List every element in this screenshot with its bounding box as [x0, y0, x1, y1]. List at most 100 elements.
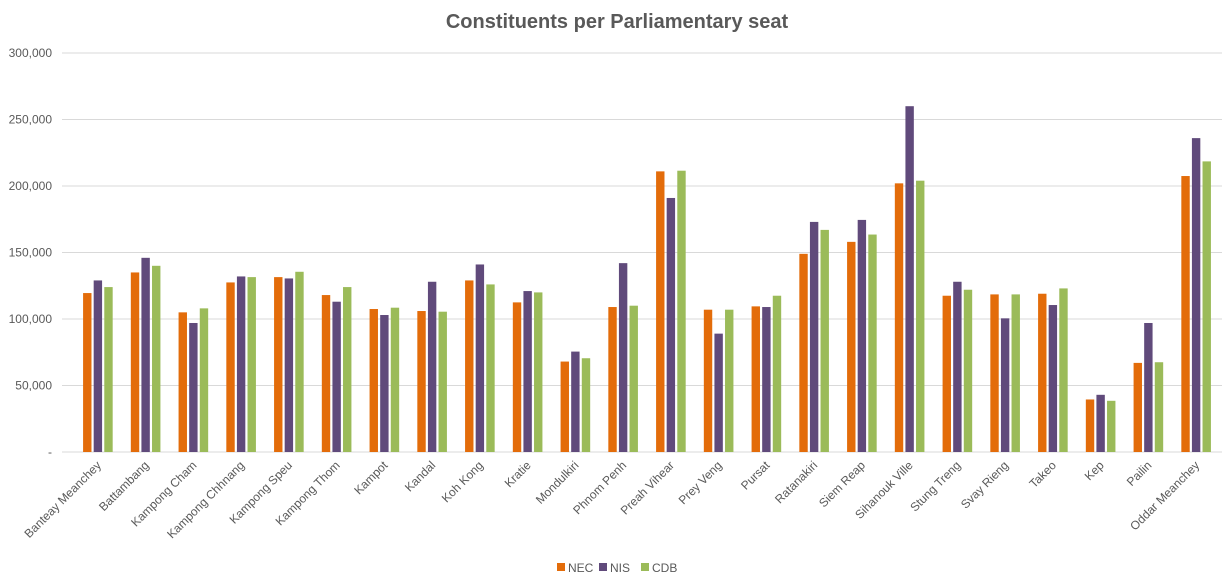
bar-cdb-pursat [772, 295, 782, 452]
bar-nec-kampot [369, 309, 378, 452]
bar-nis-kandal [427, 281, 437, 452]
bar-cdb-kampong-thom [343, 287, 352, 452]
bar-cdb-sihanouk-ville [916, 180, 925, 452]
bar-nec-siem-reap [847, 241, 856, 452]
bar-nec-kampong-speu [274, 277, 283, 452]
x-category-label: Ratanakiri [772, 458, 820, 506]
bar-nis-sihanouk-ville [905, 106, 914, 452]
bar-nec-koh-kong [465, 280, 474, 452]
bar-cdb-kampot [390, 307, 400, 452]
bar-cdb-pailin [1154, 362, 1164, 452]
bar-cdb-battambang [152, 265, 161, 452]
bar-nec-prey-veng [703, 309, 713, 452]
bar-nis-mondulkiri [571, 351, 580, 452]
bar-nis-svay-rieng [1000, 318, 1010, 452]
bar-cdb-kampong-chhnang [247, 277, 256, 452]
y-tick-label: 250,000 [9, 113, 53, 127]
bar-nis-kep [1096, 394, 1105, 452]
bar-cdb-kep [1107, 400, 1116, 452]
bar-cdb-stung-treng [963, 289, 973, 452]
bars [83, 106, 1211, 453]
bar-cdb-takeo [1059, 288, 1068, 452]
bar-cdb-phnom-penh [629, 305, 638, 452]
legend-swatch-cdb [641, 563, 649, 571]
y-tick-label: 150,000 [9, 246, 53, 260]
bar-nec-banteay-meanchey [83, 293, 92, 452]
bar-nec-kep [1085, 399, 1095, 452]
y-tick-label: 100,000 [9, 312, 53, 326]
bar-nis-takeo [1048, 305, 1058, 452]
bar-cdb-kratie [534, 292, 543, 452]
bar-cdb-siem-reap [868, 234, 877, 452]
bar-nec-mondulkiri [560, 361, 569, 452]
x-category-label: Pursat [738, 458, 773, 493]
bar-cdb-mondulkiri [581, 358, 591, 452]
bar-nec-kratie [512, 302, 522, 453]
bar-nis-battambang [141, 257, 150, 452]
x-category-label: Kratie [502, 458, 534, 490]
bar-nec-kandal [417, 311, 426, 452]
bar-cdb-kampong-speu [295, 271, 304, 452]
x-category-label: Mondulkiri [533, 458, 582, 507]
bar-nis-kampong-cham [189, 322, 198, 452]
bar-nis-pailin [1144, 322, 1153, 452]
x-category-label: Svay Rieng [958, 458, 1011, 511]
bar-nis-banteay-meanchey [93, 280, 103, 452]
bar-nis-koh-kong [475, 264, 485, 452]
bar-cdb-banteay-meanchey [104, 287, 113, 452]
bar-cdb-svay-rieng [1011, 294, 1020, 452]
legend: NEC NIS CDB [557, 561, 677, 575]
bar-nec-svay-rieng [990, 294, 999, 452]
x-category-label: Kep [1082, 458, 1107, 483]
y-tick-label: 50,000 [15, 379, 52, 393]
chart-title: Constituents per Parliamentary seat [446, 11, 789, 33]
bar-nec-phnom-penh [608, 307, 617, 452]
bar-nis-kampot [380, 315, 389, 452]
x-category-label: Pailin [1124, 458, 1155, 489]
x-category-label: Kandal [402, 458, 438, 494]
y-tick-label: 300,000 [9, 46, 53, 60]
bar-cdb-prey-veng [725, 309, 734, 452]
bar-nec-kampong-cham [178, 312, 187, 452]
bar-nec-ratanakiri [799, 253, 808, 452]
bar-nis-siem-reap [857, 219, 867, 452]
bar-cdb-kandal [438, 311, 447, 452]
bar-nis-kampong-thom [332, 301, 341, 452]
legend-swatch-nec [557, 563, 565, 571]
bar-nis-phnom-penh [618, 263, 628, 452]
bar-nec-stung-treng [942, 295, 951, 452]
x-category-label: Stung Treng [907, 458, 963, 514]
legend-label-nis: NIS [610, 561, 630, 575]
bar-cdb-oddar-meanchey [1202, 161, 1211, 452]
bar-nec-kampong-thom [321, 295, 331, 452]
bar-nis-oddar-meanchey [1191, 138, 1201, 452]
bar-nis-kampong-chhnang [236, 276, 246, 452]
legend-label-cdb: CDB [652, 561, 677, 575]
bar-nec-oddar-meanchey [1181, 176, 1190, 452]
bar-nis-ratanakiri [809, 221, 819, 452]
y-axis-ticks: - 50,000 100,000 150,000 200,000 250,000 300,0… [9, 46, 53, 459]
bar-nec-pailin [1133, 362, 1142, 452]
x-category-label: Koh Kong [439, 458, 486, 505]
x-category-label: Kampot [351, 458, 391, 498]
legend-label-nec: NEC [568, 561, 594, 575]
bar-nis-kratie [523, 291, 532, 452]
bar-nec-preah-vihear [656, 171, 665, 452]
bar-nis-kampong-speu [284, 278, 294, 452]
gridlines [62, 52, 1222, 453]
bar-nec-battambang [130, 272, 140, 452]
y-tick-label: - [48, 445, 52, 459]
x-category-label: Banteay Meanchey [21, 458, 104, 541]
bar-cdb-kampong-cham [199, 308, 209, 452]
bar-nis-pursat [762, 307, 771, 452]
bar-nis-stung-treng [953, 281, 962, 452]
bar-nis-prey-veng [714, 333, 723, 452]
x-category-label: Takeo [1026, 458, 1059, 491]
bar-nec-takeo [1038, 293, 1047, 452]
bar-nec-sihanouk-ville [894, 183, 904, 452]
y-tick-label: 200,000 [9, 179, 53, 193]
bar-cdb-koh-kong [486, 284, 495, 452]
